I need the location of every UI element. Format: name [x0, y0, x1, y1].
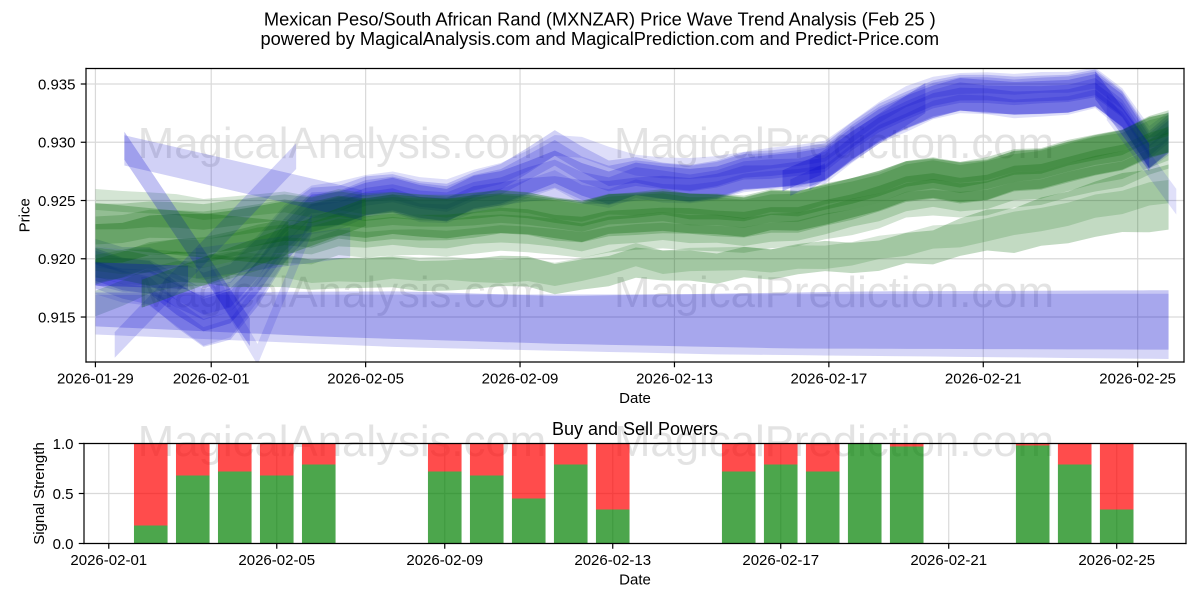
svg-text:2026-02-01: 2026-02-01 [70, 552, 147, 569]
svg-text:2026-01-29: 2026-01-29 [57, 370, 134, 387]
svg-text:2026-02-09: 2026-02-09 [482, 370, 559, 387]
svg-text:Signal Strength: Signal Strength [31, 442, 48, 545]
svg-text:2026-02-25: 2026-02-25 [1099, 370, 1176, 387]
svg-text:2026-02-09: 2026-02-09 [406, 552, 483, 569]
svg-text:2026-02-21: 2026-02-21 [910, 552, 987, 569]
svg-text:0.925: 0.925 [38, 193, 76, 210]
svg-text:Price: Price [16, 198, 33, 232]
svg-text:2026-02-05: 2026-02-05 [327, 370, 404, 387]
svg-text:2026-02-21: 2026-02-21 [945, 370, 1022, 387]
svg-text:1.0: 1.0 [53, 436, 74, 453]
svg-text:Date: Date [619, 390, 651, 407]
svg-text:2026-02-01: 2026-02-01 [173, 370, 250, 387]
svg-text:2026-02-17: 2026-02-17 [742, 552, 819, 569]
svg-text:Buy and Sell Powers: Buy and Sell Powers [552, 419, 718, 439]
svg-text:0.930: 0.930 [38, 135, 76, 152]
svg-text:2026-02-13: 2026-02-13 [636, 370, 713, 387]
svg-text:powered by MagicalAnalysis.com: powered by MagicalAnalysis.com and Magic… [260, 28, 939, 49]
svg-text:0.5: 0.5 [53, 486, 74, 503]
svg-text:0.0: 0.0 [53, 536, 74, 553]
svg-text:2026-02-25: 2026-02-25 [1078, 552, 1155, 569]
svg-text:Mexican Peso/South African Ran: Mexican Peso/South African Rand (MXNZAR)… [264, 8, 936, 29]
svg-text:Date: Date [619, 571, 651, 588]
svg-text:2026-02-17: 2026-02-17 [790, 370, 867, 387]
svg-text:0.915: 0.915 [38, 309, 76, 326]
svg-text:2026-02-05: 2026-02-05 [238, 552, 315, 569]
svg-text:2026-02-13: 2026-02-13 [574, 552, 651, 569]
svg-text:0.920: 0.920 [38, 251, 76, 268]
svg-text:0.935: 0.935 [38, 76, 76, 93]
